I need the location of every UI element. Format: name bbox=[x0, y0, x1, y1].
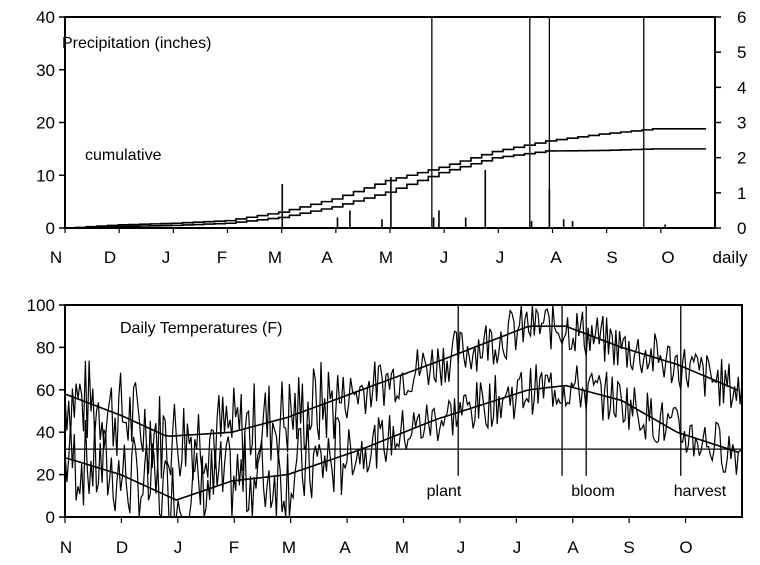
x-tick-label: D bbox=[104, 248, 116, 267]
y-right-tick-label: 2 bbox=[737, 149, 746, 168]
y-tick-label: 0 bbox=[46, 508, 55, 527]
x-tick-label: F bbox=[229, 538, 239, 557]
temp-event-markers: plant bloom harvest bbox=[427, 305, 727, 500]
x-tick-label: F bbox=[217, 248, 227, 267]
y-left-tick-label: 0 bbox=[46, 219, 55, 238]
y-left-tick-label: 20 bbox=[36, 114, 55, 133]
precip-daily-spikes bbox=[281, 169, 666, 228]
x-tick-label: J bbox=[162, 248, 171, 267]
temp-series bbox=[64, 304, 743, 519]
x-tick-label: N bbox=[50, 248, 62, 267]
x-tick-label: A bbox=[321, 248, 333, 267]
x-tick-label: J bbox=[440, 248, 449, 267]
y-left-tick-label: 30 bbox=[36, 61, 55, 80]
x-tick-label: J bbox=[174, 538, 183, 557]
y-tick-label: 60 bbox=[36, 381, 55, 400]
x-tick-label: J bbox=[496, 248, 505, 267]
x-tick-label: A bbox=[339, 538, 351, 557]
y-right-tick-label: 3 bbox=[737, 114, 746, 133]
precip-series bbox=[65, 128, 707, 229]
y-tick-label: 40 bbox=[36, 423, 55, 442]
y-tick-label: 20 bbox=[36, 466, 55, 485]
y-tick-label: 100 bbox=[27, 296, 55, 315]
x-tick-label: M bbox=[268, 248, 282, 267]
x-tick-label: M bbox=[282, 538, 296, 557]
x-tick-label: J bbox=[513, 538, 522, 557]
precip-y-right-ticks: 0 1 2 3 4 5 6 bbox=[715, 8, 746, 238]
precip-title: Precipitation (inches) bbox=[62, 35, 211, 52]
y-right-tick-label: 6 bbox=[737, 8, 746, 27]
marker-label-harvest: harvest bbox=[674, 483, 727, 500]
x-tick-label: J bbox=[457, 538, 466, 557]
marker-label-plant: plant bbox=[427, 483, 462, 500]
precip-chart: Precipitation (inches) cumulative 010203… bbox=[36, 8, 748, 267]
x-tick-label: S bbox=[606, 248, 617, 267]
cumulative-line-2 bbox=[65, 148, 707, 229]
cumulative-line-1 bbox=[65, 128, 707, 229]
y-tick-label: 80 bbox=[36, 338, 55, 357]
x-tick-label: D bbox=[116, 538, 128, 557]
x-tick-label: N bbox=[60, 538, 72, 557]
x-tick-label: S bbox=[623, 538, 634, 557]
x-tick-label: M bbox=[395, 538, 409, 557]
temp-chart: Daily Temperatures (F) 0 20 40 60 80 100 N D J F… bbox=[27, 296, 743, 557]
precip-y-left-ticks: 0 10 20 30 40 bbox=[36, 8, 65, 238]
x-tick-label: daily bbox=[713, 248, 748, 267]
x-tick-label: A bbox=[567, 538, 579, 557]
temp-y-ticks: 0 20 40 60 80 100 bbox=[27, 296, 65, 527]
daily-min-temperature-line bbox=[64, 364, 743, 519]
y-left-tick-label: 10 bbox=[36, 166, 55, 185]
y-right-tick-label: 4 bbox=[737, 78, 746, 97]
y-right-tick-label: 1 bbox=[737, 184, 746, 203]
temp-title: Daily Temperatures (F) bbox=[120, 320, 282, 337]
daily-max-temperature-line bbox=[64, 304, 743, 481]
y-left-tick-label: 40 bbox=[36, 8, 55, 27]
y-right-tick-label: 5 bbox=[737, 43, 746, 62]
x-tick-label: A bbox=[550, 248, 562, 267]
precip-vertical-markers bbox=[431, 17, 645, 228]
precip-annotation: cumulative bbox=[85, 147, 162, 164]
marker-label-bloom: bloom bbox=[571, 483, 615, 500]
x-tick-label: M bbox=[379, 248, 393, 267]
y-right-tick-label: 0 bbox=[737, 219, 746, 238]
x-tick-label: O bbox=[679, 538, 692, 557]
x-tick-label: O bbox=[661, 248, 674, 267]
